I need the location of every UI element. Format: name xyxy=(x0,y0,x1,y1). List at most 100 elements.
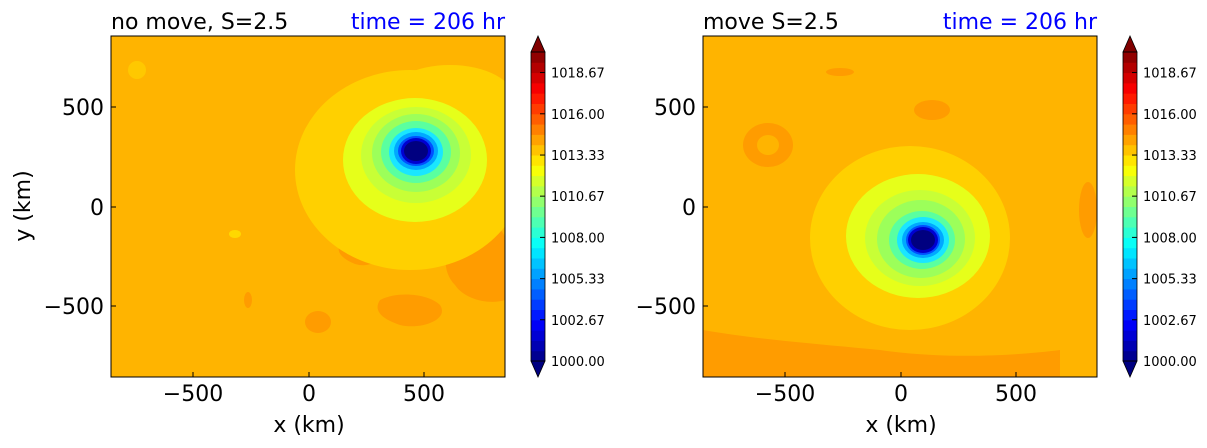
colorbar-tick-label: 1018.67 xyxy=(1143,67,1197,82)
colorbar-swatch xyxy=(1123,340,1137,352)
colorbar-tick-label: 1008.00 xyxy=(551,231,605,246)
colorbar-swatch xyxy=(531,309,545,321)
left-vortex-core xyxy=(404,141,428,161)
left-plot-area xyxy=(110,35,506,378)
colorbar-tick-label: 1016.00 xyxy=(1143,108,1197,123)
colorbar-swatch xyxy=(1123,134,1137,146)
right-title: move S=2.5 xyxy=(703,10,839,35)
right-plot-area xyxy=(702,35,1098,378)
colorbar-tick-label: 1002.67 xyxy=(1143,314,1197,329)
colorbar-extend-min xyxy=(1122,360,1138,378)
colorbar-tick-label: 1000.00 xyxy=(1143,355,1197,370)
colorbar-swatch xyxy=(1123,227,1137,238)
left-colorbar-swatches xyxy=(530,35,546,378)
colorbar-frame xyxy=(530,51,546,362)
colorbar-swatch xyxy=(1123,288,1137,300)
colorbar-tick-label: 1013.33 xyxy=(551,149,605,164)
colorbar-swatch xyxy=(1123,206,1137,218)
colorbar-swatch xyxy=(531,247,545,259)
left-x-axis-label: x (km) xyxy=(273,413,344,438)
colorbar-swatch xyxy=(1123,216,1137,228)
colorbar-swatch xyxy=(1123,278,1137,290)
colorbar-swatch xyxy=(1123,299,1137,310)
colorbar-swatch xyxy=(1123,175,1137,187)
colorbar-swatch xyxy=(531,155,545,166)
right-y-axis: 500 0 −500 xyxy=(636,96,708,320)
colorbar-tick-label: 1016.00 xyxy=(551,108,605,123)
right-patch xyxy=(826,68,854,76)
colorbar-swatch xyxy=(531,278,545,290)
colorbar-swatch xyxy=(531,216,545,228)
right-patch xyxy=(757,135,779,155)
right-x-tick-label: −500 xyxy=(755,382,815,407)
colorbar-swatch xyxy=(1123,113,1137,125)
right-patch xyxy=(1079,182,1097,238)
right-y-tick-label: 500 xyxy=(654,96,696,121)
colorbar-swatch xyxy=(531,93,545,104)
colorbar-swatch xyxy=(1123,258,1137,269)
colorbar-swatch xyxy=(531,144,545,156)
colorbar-swatch xyxy=(531,165,545,177)
colorbar-swatch xyxy=(1123,52,1137,63)
right-x-tick-label: 500 xyxy=(995,382,1037,407)
colorbar-swatch xyxy=(1123,144,1137,156)
left-x-tick-label: 0 xyxy=(302,382,316,407)
left-y-axis-label: y (km) xyxy=(11,170,36,241)
colorbar-swatch xyxy=(1123,165,1137,177)
right-patch xyxy=(703,330,1060,377)
right-y-tick-label: 0 xyxy=(682,196,696,221)
colorbar-swatch xyxy=(531,175,545,187)
colorbar-swatch xyxy=(531,288,545,300)
colorbar-tick-label: 1005.33 xyxy=(1143,273,1197,288)
left-y-tick-label: 500 xyxy=(62,96,104,121)
colorbar-tick-label: 1008.00 xyxy=(1143,231,1197,246)
left-y-axis: 500 0 −500 y (km) xyxy=(11,96,116,320)
left-patch xyxy=(229,230,241,238)
colorbar-swatch xyxy=(531,299,545,310)
colorbar-tick-label: 1005.33 xyxy=(551,273,605,288)
right-y-tick-label: −500 xyxy=(636,295,696,320)
left-patch xyxy=(305,311,331,333)
colorbar-swatch xyxy=(1123,237,1137,249)
colorbar-swatch xyxy=(1123,82,1137,94)
colorbar-swatch xyxy=(1123,62,1137,74)
left-x-tick-label: −500 xyxy=(163,382,223,407)
colorbar-swatch xyxy=(1123,93,1137,104)
colorbar-swatch xyxy=(1123,185,1137,197)
colorbar-swatch xyxy=(531,124,545,135)
colorbar-swatch xyxy=(531,330,545,341)
colorbar-swatch xyxy=(1123,350,1137,362)
colorbar-swatch xyxy=(531,319,545,331)
right-colorbar-ticks: 1000.00 1002.67 1005.33 1008.00 1010.67 1013.… xyxy=(1132,67,1197,370)
right-x-axis: −500 0 500 x (km) xyxy=(755,372,1037,438)
left-x-tick-label: 500 xyxy=(403,382,445,407)
colorbar-swatch xyxy=(1123,155,1137,166)
colorbar-swatch xyxy=(531,237,545,249)
colorbar-extend-min xyxy=(530,360,546,378)
left-patch xyxy=(244,292,252,308)
right-patch xyxy=(914,100,950,120)
colorbar-swatch xyxy=(1123,309,1137,321)
right-colorbar: 1000.00 1002.67 1005.33 1008.00 1010.67 1013.… xyxy=(1122,35,1197,378)
left-colorbar: 1000.00 1002.67 1005.33 1008.00 1010.67 1013.… xyxy=(530,35,605,378)
left-patch xyxy=(377,294,442,327)
right-x-tick-label: 0 xyxy=(894,382,908,407)
colorbar-swatch xyxy=(1123,268,1137,280)
colorbar-swatch xyxy=(531,185,545,197)
left-panel: no move, S=2.5 time = 206 hr xyxy=(11,10,605,438)
colorbar-frame xyxy=(1122,51,1138,362)
colorbar-swatch xyxy=(531,62,545,74)
colorbar-swatch xyxy=(1123,319,1137,331)
right-x-axis-label: x (km) xyxy=(865,413,936,438)
colorbar-tick-label: 1018.67 xyxy=(551,67,605,82)
colorbar-swatch xyxy=(531,268,545,280)
colorbar-tick-label: 1002.67 xyxy=(551,314,605,329)
colorbar-swatch xyxy=(531,82,545,94)
colorbar-tick-label: 1010.67 xyxy=(551,190,605,205)
colorbar-swatch xyxy=(531,103,545,115)
left-colorbar-ticks: 1000.00 1002.67 1005.33 1008.00 1010.67 1013.… xyxy=(540,67,605,370)
colorbar-swatch xyxy=(1123,72,1137,84)
left-patch xyxy=(128,61,146,79)
colorbar-swatch xyxy=(531,340,545,352)
